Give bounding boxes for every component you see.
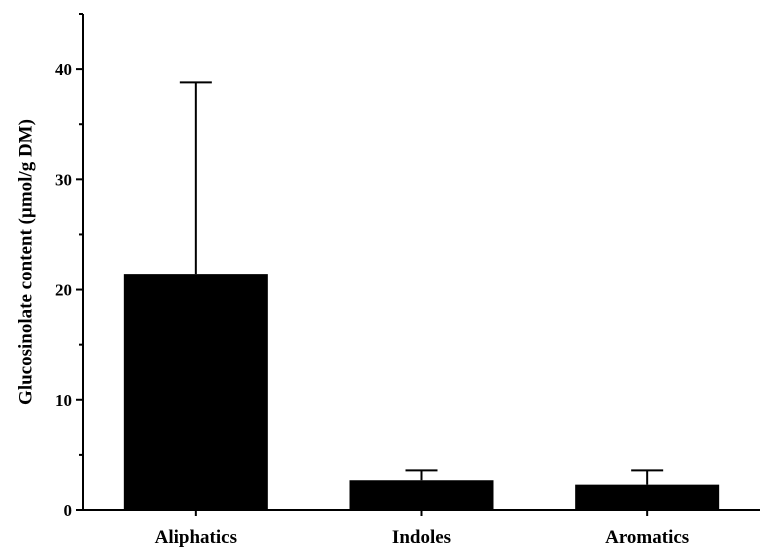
y-tick-label: 0 bbox=[64, 501, 73, 520]
x-tick-label: Aromatics bbox=[605, 527, 689, 548]
bar-aromatics bbox=[575, 484, 720, 510]
y-tick-label: 30 bbox=[55, 170, 72, 189]
y-tick-label: 20 bbox=[55, 281, 72, 300]
x-axis: Aliphatics Indoles Aromatics bbox=[83, 509, 760, 548]
y-axis: 0 10 20 30 40 bbox=[55, 13, 84, 520]
bar-indoles bbox=[349, 480, 494, 510]
x-tick-label: Indoles bbox=[392, 527, 451, 548]
bar-aliphatics bbox=[123, 274, 268, 510]
error-bars bbox=[179, 81, 664, 485]
bars bbox=[123, 274, 720, 510]
x-tick-label: Aliphatics bbox=[155, 527, 237, 548]
y-tick-label: 10 bbox=[55, 391, 72, 410]
y-tick-label: 40 bbox=[55, 60, 72, 79]
y-axis-title: Glucosinolate content (µmol/g DM) bbox=[15, 119, 36, 405]
